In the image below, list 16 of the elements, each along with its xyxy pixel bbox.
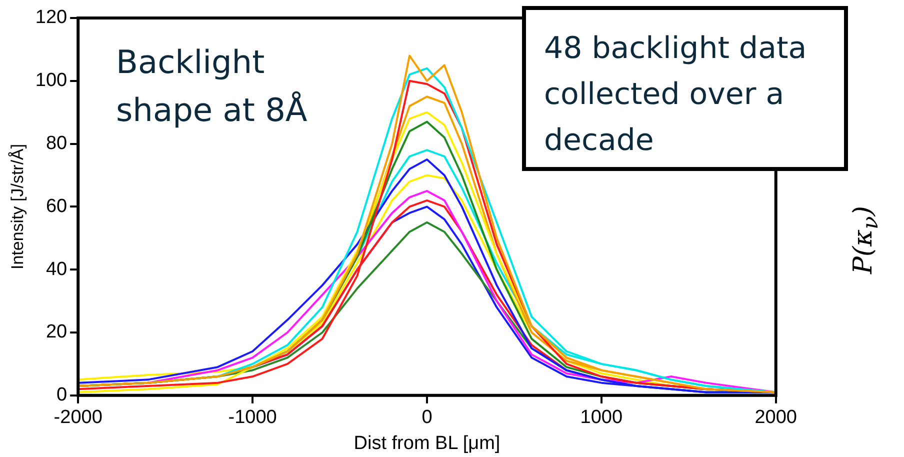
x-tick-label: 1000 (580, 407, 623, 428)
annotation: 48 backlight data collected over a decade (522, 6, 848, 171)
y-tick-label: 100 (35, 70, 68, 92)
y-tick-label: 60 (46, 196, 68, 217)
y-tick-label: 80 (46, 133, 68, 154)
y-tick-label: 0 (56, 384, 68, 406)
y-axis-title: Intensity [J/str/Å] (8, 144, 27, 270)
y-tick-label: 120 (35, 7, 68, 28)
y-tick-label: 20 (46, 322, 68, 343)
x-axis-title: Dist from BL [μm] (354, 432, 500, 454)
x-tick-label: -2000 (54, 407, 102, 428)
x-tick-label: -1000 (228, 407, 277, 428)
x-tick-label: 2000 (754, 407, 798, 428)
annotation: Backlight shape at 8Å (116, 42, 308, 131)
y-tick-label: 40 (46, 258, 68, 280)
x-tick-label: 0 (422, 407, 432, 428)
